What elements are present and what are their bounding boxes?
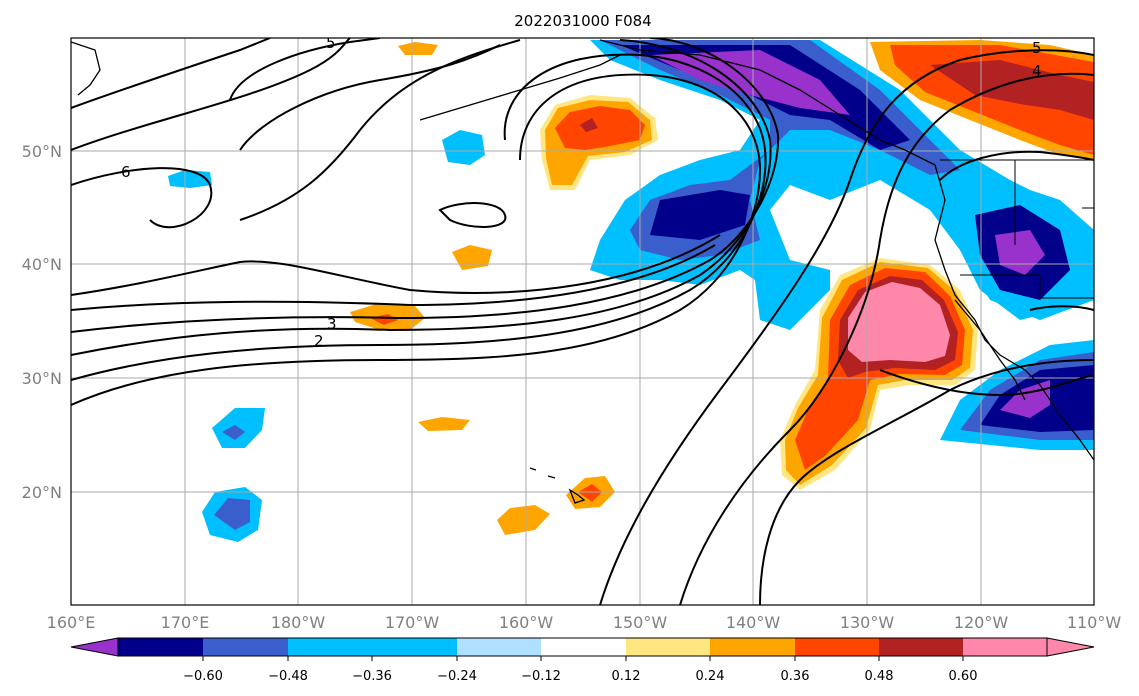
colorbar-bin — [118, 638, 203, 656]
borders — [940, 159, 1094, 299]
contour-line — [239, 44, 501, 151]
map-panel: 5 5 4 6 3 2 — [71, 34, 1094, 605]
lon-label: 170°E — [161, 613, 210, 632]
chart-title: 2022031000 F084 — [514, 12, 651, 30]
lon-label: 170°W — [385, 613, 440, 632]
coastline-baja — [954, 299, 1026, 401]
coastline-hawaii — [529, 467, 586, 504]
contour-line — [71, 53, 767, 381]
contour-line — [438, 202, 507, 228]
positive-anomaly-central-pacific-red — [555, 106, 645, 150]
colorbar-extend-high — [1046, 637, 1095, 657]
colorbar-label: 0.60 — [949, 669, 978, 684]
height-contours — [71, 38, 1094, 605]
colorbar-label: −0.60 — [183, 669, 223, 684]
positive-anomaly-south-hawaii — [497, 505, 550, 535]
contour-line — [71, 38, 780, 333]
colorbar-ticks — [202, 656, 964, 661]
colorbar-bin — [457, 638, 541, 656]
lon-label: 150°W — [613, 613, 668, 632]
contour-line — [71, 38, 271, 109]
colorbar-bin — [879, 638, 963, 656]
colorbar: −0.60 −0.48 −0.36 −0.24 −0.12 0.12 0.24 … — [70, 637, 1095, 684]
lon-label: 130°W — [840, 613, 895, 632]
positive-anomaly-small-4 — [418, 417, 470, 431]
colorbar-bin — [626, 638, 710, 656]
lon-label: 180°W — [271, 613, 326, 632]
negative-anomaly-sw-pacific-2-core — [214, 498, 250, 530]
negative-anomaly-sw-pacific-1-core — [222, 425, 245, 440]
gridlines — [71, 38, 1094, 605]
contour-label: 2 — [314, 332, 324, 350]
colorbar-extend-low — [70, 637, 119, 657]
lat-label: 20°N — [22, 483, 62, 502]
contour-line — [71, 38, 351, 151]
coastline-asia — [71, 41, 101, 96]
contour-line — [71, 39, 772, 356]
contour-line — [71, 244, 716, 311]
colorbar-bin — [963, 638, 1047, 656]
negative-anomaly-central-pacific — [442, 130, 485, 165]
contour-line — [239, 39, 521, 221]
lat-label: 40°N — [22, 255, 62, 274]
lon-label: 160°W — [499, 613, 554, 632]
lon-label: 140°W — [726, 613, 781, 632]
contour-label: 5 — [1032, 39, 1042, 57]
colorbar-bin — [795, 638, 879, 656]
colorbar-label: 0.48 — [865, 669, 894, 684]
colorbar-bin — [710, 638, 795, 656]
contour-line — [71, 167, 213, 229]
colorbar-frame — [117, 637, 1048, 657]
contour-line — [599, 49, 1094, 605]
coastlines — [71, 39, 1094, 504]
colorbar-label: 0.36 — [781, 669, 810, 684]
negative-anomaly-gulf-alaska-dark — [620, 45, 910, 240]
contour-line — [759, 359, 1094, 605]
contour-line — [879, 369, 1094, 397]
contour-line — [679, 72, 1094, 605]
positive-anomaly-small-1 — [398, 42, 438, 55]
positive-anomaly-central-pacific-core — [580, 118, 598, 132]
colorbar-bin — [372, 638, 457, 656]
contour-label: 6 — [121, 163, 131, 181]
contour-label: 3 — [327, 315, 337, 333]
longitude-labels: 160°E 170°E 180°W 170°W 160°W 150°W 140°… — [47, 613, 1122, 632]
contour-labels: 5 5 4 6 3 2 — [121, 34, 1042, 350]
lat-label: 50°N — [22, 142, 62, 161]
colorbar-bin — [541, 638, 626, 656]
colorbar-label: −0.36 — [352, 669, 392, 684]
colorbar-bin — [288, 638, 372, 656]
colorbar-tick-labels: −0.60 −0.48 −0.36 −0.24 −0.12 0.12 0.24 … — [183, 669, 977, 684]
contour-label: 4 — [1032, 62, 1042, 80]
contour-label: 5 — [326, 34, 336, 52]
colorbar-label: −0.48 — [268, 669, 308, 684]
colorbar-bin — [203, 638, 288, 656]
lon-label: 120°W — [954, 613, 1009, 632]
contour-line — [71, 73, 762, 406]
contour-line — [229, 38, 381, 101]
colorbar-label: 0.12 — [612, 669, 641, 684]
coastline-alaska-peninsula — [419, 54, 621, 121]
lon-label: 110°W — [1067, 613, 1122, 632]
colorbar-label: −0.12 — [521, 669, 561, 684]
positive-anomaly-hawaii-core — [578, 484, 602, 502]
contour-line — [71, 234, 721, 296]
coastline-north-america — [599, 39, 1094, 461]
latitude-labels: 50°N 40°N 30°N 20°N — [22, 142, 62, 502]
contour-line — [1029, 305, 1094, 311]
colorbar-label: 0.24 — [696, 669, 725, 684]
lon-label: 160°E — [47, 613, 96, 632]
positive-anomaly-east-pacific-core — [848, 282, 950, 362]
lat-label: 30°N — [22, 369, 62, 388]
map-frame — [70, 37, 1095, 606]
colorbar-label: −0.24 — [437, 669, 477, 684]
contour-line — [939, 150, 1094, 181]
